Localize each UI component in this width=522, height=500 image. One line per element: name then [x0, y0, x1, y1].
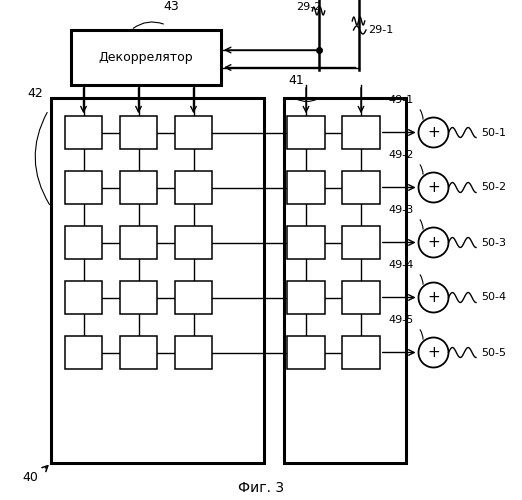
Bar — [342, 171, 379, 204]
Text: 50-2: 50-2 — [481, 182, 506, 192]
Bar — [342, 226, 379, 259]
Text: +: + — [427, 345, 440, 360]
Text: 41: 41 — [289, 74, 304, 88]
Text: 49-5: 49-5 — [388, 315, 413, 325]
Text: 50-3: 50-3 — [481, 238, 506, 248]
Bar — [120, 281, 157, 314]
Bar — [175, 226, 212, 259]
Text: 50-4: 50-4 — [481, 292, 506, 302]
Bar — [287, 226, 325, 259]
Text: 29-2: 29-2 — [296, 2, 321, 12]
Bar — [175, 336, 212, 369]
Text: +: + — [427, 235, 440, 250]
Bar — [287, 171, 325, 204]
Bar — [283, 98, 406, 462]
Text: 49-3: 49-3 — [388, 205, 413, 215]
Bar — [175, 281, 212, 314]
Text: +: + — [427, 180, 440, 195]
Bar — [65, 281, 102, 314]
Bar — [342, 116, 379, 149]
Text: Фиг. 3: Фиг. 3 — [238, 480, 284, 494]
Text: 49-4: 49-4 — [388, 260, 413, 270]
Bar — [287, 116, 325, 149]
Bar — [65, 336, 102, 369]
Bar — [287, 281, 325, 314]
Text: Декоррелятор: Декоррелятор — [99, 51, 193, 64]
Text: 50-1: 50-1 — [481, 128, 506, 138]
Bar — [342, 336, 379, 369]
Text: +: + — [427, 290, 440, 305]
Bar — [120, 336, 157, 369]
Bar — [175, 116, 212, 149]
Bar — [120, 171, 157, 204]
Bar — [287, 336, 325, 369]
Text: 29-1: 29-1 — [369, 25, 394, 35]
Text: 49-2: 49-2 — [388, 150, 413, 160]
Bar — [65, 171, 102, 204]
Bar — [120, 226, 157, 259]
Bar — [71, 30, 221, 85]
Text: 49-1: 49-1 — [388, 95, 413, 105]
Bar — [51, 98, 264, 462]
Bar — [120, 116, 157, 149]
Text: 40: 40 — [22, 471, 39, 484]
Text: +: + — [427, 125, 440, 140]
Text: 50-5: 50-5 — [481, 348, 506, 358]
Bar — [342, 281, 379, 314]
Text: 43: 43 — [163, 0, 179, 12]
Text: 42: 42 — [28, 87, 43, 100]
Bar — [175, 171, 212, 204]
Bar — [65, 226, 102, 259]
Bar — [65, 116, 102, 149]
